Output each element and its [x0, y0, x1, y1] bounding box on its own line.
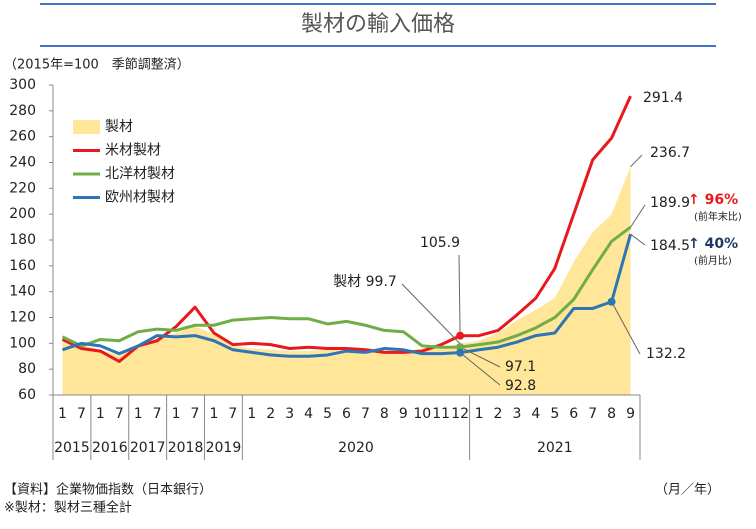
- data-label: 236.7: [650, 145, 690, 161]
- y-tick-label: 140: [9, 284, 36, 300]
- y-tick-label: 200: [9, 206, 36, 222]
- annotation: ↑ 40%: [688, 236, 738, 252]
- x-tick-label: 7: [115, 406, 124, 422]
- x-tick-label: 5: [550, 406, 559, 422]
- x-tick-label: 1: [209, 406, 218, 422]
- data-label: 92.8: [505, 378, 536, 394]
- x-tick-label: 1: [247, 406, 256, 422]
- x-axis-label: （月／年）: [655, 483, 720, 498]
- year-label: 2017: [130, 440, 166, 456]
- legend-swatch: [73, 120, 100, 134]
- year-label: 2020: [338, 440, 374, 456]
- y-tick-label: 180: [9, 232, 36, 248]
- annotation: ↑ 96%: [688, 192, 738, 208]
- x-tick-label: 7: [191, 406, 200, 422]
- line: [61, 95, 632, 363]
- annotation-note: (前月比): [694, 254, 732, 267]
- legend-label: 製材: [105, 119, 133, 135]
- x-tick-label: 7: [228, 406, 237, 422]
- annotation-note: (前年末比): [694, 210, 742, 223]
- subtitle: （2015年=100 季節調整済）: [4, 57, 190, 73]
- legend-label: 欧州材製材: [105, 190, 175, 206]
- leader-line: [459, 352, 501, 386]
- data-label: 132.2: [646, 346, 686, 362]
- x-tick-label: 10: [413, 406, 431, 422]
- x-tick-label: 2: [266, 406, 275, 422]
- x-tick-label: 7: [77, 406, 86, 422]
- x-tick-label: 1: [58, 406, 67, 422]
- data-label: 105.9: [420, 235, 460, 251]
- year-label: 2021: [537, 440, 573, 456]
- y-tick-label: 100: [9, 335, 36, 351]
- leader-line: [611, 301, 641, 355]
- year-label: 2016: [92, 440, 128, 456]
- y-tick-label: 280: [9, 103, 36, 119]
- marker: [456, 331, 465, 340]
- leader-line: [630, 204, 646, 228]
- x-tick-label: 9: [399, 406, 408, 422]
- leader-line: [459, 346, 501, 368]
- x-tick-label: 5: [323, 406, 332, 422]
- x-tick-label: 4: [304, 406, 313, 422]
- x-tick-label: 3: [512, 406, 521, 422]
- leader-line: [401, 283, 461, 345]
- source: 【資料】企業物価指数（日本銀行）: [4, 482, 212, 498]
- y-tick-label: 160: [9, 258, 36, 274]
- y-tick-label: 220: [9, 180, 36, 196]
- y-tick-label: 300: [9, 77, 36, 93]
- x-tick-label: 7: [588, 406, 597, 422]
- year-label: 2015: [54, 440, 90, 456]
- leader-line: [630, 154, 643, 168]
- x-tick-label: 6: [342, 406, 351, 422]
- legend-label: 米材製材: [105, 143, 161, 159]
- y-tick-label: 120: [9, 310, 36, 326]
- x-tick-label: 7: [153, 406, 162, 422]
- marker: [607, 297, 616, 306]
- x-tick-label: 6: [569, 406, 578, 422]
- x-tick-label: 3: [285, 406, 294, 422]
- data-label: 184.5: [650, 238, 690, 254]
- x-tick-label: 1: [96, 406, 105, 422]
- legend-label: 北洋材製材: [105, 166, 175, 182]
- marker: [456, 343, 465, 352]
- x-tick-label: 9: [626, 406, 635, 422]
- marker: [456, 348, 465, 357]
- x-tick-label: 8: [607, 406, 616, 422]
- year-label: 2019: [206, 440, 242, 456]
- year-label: 2018: [168, 440, 204, 456]
- x-tick-label: 12: [451, 406, 469, 422]
- x-tick-label: 7: [361, 406, 370, 422]
- x-tick-label: 2: [494, 406, 503, 422]
- line: [61, 226, 632, 349]
- data-label: 97.1: [505, 359, 536, 375]
- y-tick-label: 240: [9, 155, 36, 171]
- data-label: 製材 99.7: [333, 274, 397, 290]
- chart-title: 製材の輸入価格: [301, 12, 455, 37]
- y-tick-label: 60: [18, 387, 36, 403]
- x-tick-label: 8: [380, 406, 389, 422]
- note: ※製材：製材三種全計: [4, 500, 132, 516]
- y-tick-label: 260: [9, 129, 36, 145]
- x-tick-label: 1: [475, 406, 484, 422]
- data-label: 291.4: [643, 90, 683, 106]
- leader-line: [630, 233, 646, 246]
- x-tick-label: 1: [172, 406, 181, 422]
- x-tick-label: 1: [134, 406, 143, 422]
- y-tick-label: 80: [18, 361, 36, 377]
- x-tick-label: 4: [531, 406, 540, 422]
- x-tick-label: 11: [432, 406, 450, 422]
- line: [61, 233, 632, 358]
- leader-line: [458, 254, 461, 336]
- data-label: 189.9: [650, 195, 690, 211]
